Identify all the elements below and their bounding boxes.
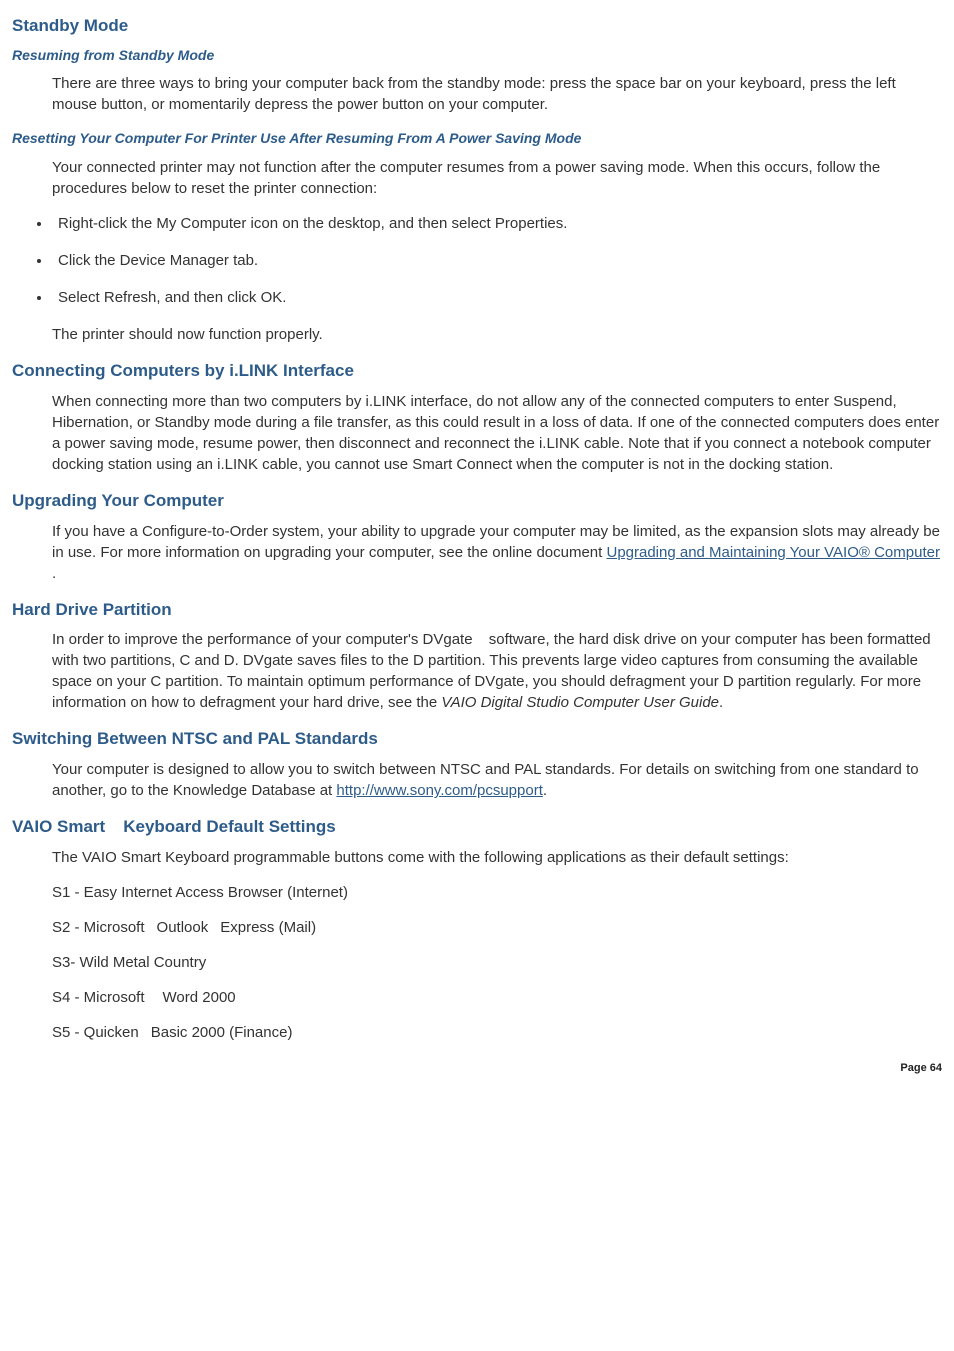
partition-italic-title: VAIO Digital Studio Computer User Guide [441, 694, 719, 711]
s2-post: Express (Mail) [220, 919, 316, 936]
upgrade-post-text: . [52, 565, 56, 582]
heading-vaio-keyboard: VAIO Smart Keyboard Default Settings [12, 815, 942, 839]
para-ilink-body: When connecting more than two computers … [52, 391, 942, 475]
subheading-resuming: Resuming from Standby Mode [12, 46, 942, 66]
list-reset-steps: Right-click the My Computer icon on the … [30, 213, 942, 308]
subheading-resetting-printer: Resetting Your Computer For Printer Use … [12, 129, 942, 149]
step-text: Click the Device Manager tab. [58, 252, 258, 269]
para-resetting-intro: Your connected printer may not function … [52, 157, 942, 199]
para-partition-body: In order to improve the performance of y… [52, 629, 942, 713]
heading-upgrading: Upgrading Your Computer [12, 489, 942, 513]
list-item: Select Refresh, and then click OK. [52, 287, 942, 308]
keyboard-s5: S5 - Quicken Basic 2000 (Finance) [52, 1022, 942, 1043]
link-sony-support[interactable]: http://www.sony.com/pcsupport [336, 782, 542, 799]
keyboard-s3: S3- Wild Metal Country [52, 952, 942, 973]
para-upgrade-body: If you have a Configure-to-Order system,… [52, 521, 942, 584]
keyboard-s4: S4 - Microsoft Word 2000 [52, 987, 942, 1008]
para-resetting-outro: The printer should now function properly… [52, 324, 942, 345]
list-item: Click the Device Manager tab. [52, 250, 942, 271]
partition-pre-text: In order to improve the performance of y… [52, 631, 473, 648]
para-ntsc-body: Your computer is designed to allow you t… [52, 759, 942, 801]
para-keyboard-intro: The VAIO Smart Keyboard programmable but… [52, 847, 942, 868]
page-number: Page 64 [12, 1061, 942, 1076]
s2-mid: Outlook [157, 919, 209, 936]
step-text: Right-click the My Computer icon on the … [58, 215, 567, 232]
keyboard-s1: S1 - Easy Internet Access Browser (Inter… [52, 882, 942, 903]
step-text: Select Refresh, and then click OK. [58, 289, 286, 306]
s5-pre: S5 - Quicken [52, 1024, 139, 1041]
link-upgrade-doc[interactable]: Upgrading and Maintaining Your VAIO® Com… [606, 544, 939, 561]
heading-ilink: Connecting Computers by i.LINK Interface [12, 359, 942, 383]
keyboard-title-pre: VAIO Smart [12, 817, 105, 836]
s4-post: Word 2000 [163, 989, 236, 1006]
heading-partition: Hard Drive Partition [12, 598, 942, 622]
partition-post-text: . [719, 694, 723, 711]
ntsc-post-text: . [543, 782, 547, 799]
heading-ntsc-pal: Switching Between NTSC and PAL Standards [12, 727, 942, 751]
keyboard-title-post: Keyboard Default Settings [123, 817, 336, 836]
list-item: Right-click the My Computer icon on the … [52, 213, 942, 234]
heading-standby-mode: Standby Mode [12, 14, 942, 38]
para-resuming-body: There are three ways to bring your compu… [52, 73, 942, 115]
keyboard-s2: S2 - Microsoft Outlook Express (Mail) [52, 917, 942, 938]
s5-post: Basic 2000 (Finance) [151, 1024, 293, 1041]
s2-pre: S2 - Microsoft [52, 919, 145, 936]
s4-pre: S4 - Microsoft [52, 989, 145, 1006]
